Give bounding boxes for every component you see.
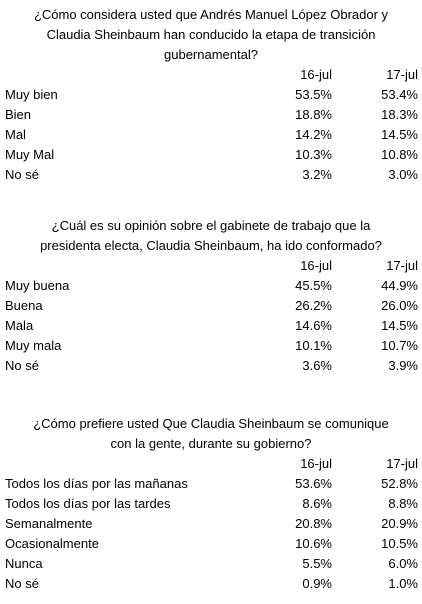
table-row: Todos los días por las tardes 8.6% 8.8% — [0, 494, 422, 514]
row-value-date-1: 3.2% — [302, 167, 332, 182]
row-label: Muy mala — [5, 338, 62, 353]
row-value-date-2: 10.5% — [381, 536, 418, 551]
table-row: Semanalmente 20.8% 20.9% — [0, 514, 422, 534]
row-value-date-2: 20.9% — [381, 516, 418, 531]
table-row: Muy buena 45.5% 44.9% — [0, 276, 422, 296]
row-value-date-2: 44.9% — [381, 278, 418, 293]
row-label: Muy buena — [5, 278, 70, 293]
table-row: Ocasionalmente 10.6% 10.5% — [0, 534, 422, 554]
row-value-date-2: 26.0% — [381, 298, 418, 313]
row-value-date-1: 8.6% — [302, 496, 332, 511]
column-header-date-2: 17-jul — [386, 456, 418, 471]
row-value-date-2: 10.8% — [381, 147, 418, 162]
question-text: ¿Cuál es su opinión sobre el gabinete de… — [40, 218, 382, 253]
row-value-date-1: 14.6% — [295, 318, 332, 333]
row-value-date-2: 52.8% — [381, 476, 418, 491]
row-label: Muy bien — [5, 87, 58, 102]
row-label: Mal — [5, 127, 26, 142]
column-header-date-2: 17-jul — [386, 67, 418, 82]
row-label: Nunca — [5, 556, 43, 571]
column-header-date-1: 16-jul — [300, 258, 332, 273]
row-value-date-2: 14.5% — [381, 127, 418, 142]
table-row: Buena 26.2% 26.0% — [0, 296, 422, 316]
table-row: Nunca 5.5% 6.0% — [0, 554, 422, 574]
row-value-date-1: 10.3% — [295, 147, 332, 162]
table-row: Muy bien 53.5% 53.4% — [0, 85, 422, 105]
row-value-date-1: 0.9% — [302, 576, 332, 591]
table-row: Todos los días por las mañanas 53.6% 52.… — [0, 474, 422, 494]
row-label: Todos los días por las mañanas — [5, 476, 188, 491]
column-header-row: 16-jul 17-jul — [0, 65, 422, 85]
table-row: Mala 14.6% 14.5% — [0, 316, 422, 336]
table-row: Mal 14.2% 14.5% — [0, 125, 422, 145]
row-value-date-1: 53.6% — [295, 476, 332, 491]
row-label: Todos los días por las tardes — [5, 496, 171, 511]
row-value-date-1: 26.2% — [295, 298, 332, 313]
table-row: Bien 18.8% 18.3% — [0, 105, 422, 125]
row-label: Bien — [5, 107, 32, 122]
table-row: No sé 0.9% 1.0% — [0, 574, 422, 594]
survey-section-communication: ¿Cómo prefiere usted Que Claudia Sheinba… — [0, 414, 422, 594]
row-label: Mala — [5, 318, 34, 333]
row-value-date-1: 3.6% — [302, 358, 332, 373]
row-value-date-1: 18.8% — [295, 107, 332, 122]
column-header-date-1: 16-jul — [300, 456, 332, 471]
row-value-date-1: 20.8% — [295, 516, 332, 531]
row-value-date-2: 18.3% — [381, 107, 418, 122]
row-value-date-1: 14.2% — [295, 127, 332, 142]
column-header-row: 16-jul 17-jul — [0, 454, 422, 474]
row-label: Semanalmente — [5, 516, 93, 531]
row-label: Buena — [5, 298, 43, 313]
row-value-date-2: 6.0% — [388, 556, 418, 571]
row-label: Muy Mal — [5, 147, 55, 162]
row-value-date-2: 8.8% — [388, 496, 418, 511]
column-header-date-1: 16-jul — [300, 67, 332, 82]
row-label: No sé — [5, 167, 39, 182]
column-header-date-2: 17-jul — [386, 258, 418, 273]
row-value-date-2: 53.4% — [381, 87, 418, 102]
row-value-date-1: 10.6% — [295, 536, 332, 551]
row-label: No sé — [5, 576, 39, 591]
survey-section-cabinet: ¿Cuál es su opinión sobre el gabinete de… — [0, 216, 422, 376]
table-row: No sé 3.6% 3.9% — [0, 356, 422, 376]
row-value-date-1: 53.5% — [295, 87, 332, 102]
question-text: ¿Cómo prefiere usted Que Claudia Sheinba… — [33, 416, 389, 451]
column-header-row: 16-jul 17-jul — [0, 256, 422, 276]
row-value-date-2: 3.0% — [388, 167, 418, 182]
row-value-date-2: 14.5% — [381, 318, 418, 333]
survey-section-transition: ¿Cómo considera usted que Andrés Manuel … — [0, 5, 422, 185]
question-text: ¿Cómo considera usted que Andrés Manuel … — [33, 7, 389, 62]
row-value-date-1: 5.5% — [302, 556, 332, 571]
row-label: Ocasionalmente — [5, 536, 99, 551]
row-value-date-1: 45.5% — [295, 278, 332, 293]
row-value-date-2: 10.7% — [381, 338, 418, 353]
table-row: Muy mala 10.1% 10.7% — [0, 336, 422, 356]
table-row: Muy Mal 10.3% 10.8% — [0, 145, 422, 165]
row-value-date-2: 3.9% — [388, 358, 418, 373]
row-value-date-2: 1.0% — [388, 576, 418, 591]
row-value-date-1: 10.1% — [295, 338, 332, 353]
table-row: No sé 3.2% 3.0% — [0, 165, 422, 185]
row-label: No sé — [5, 358, 39, 373]
